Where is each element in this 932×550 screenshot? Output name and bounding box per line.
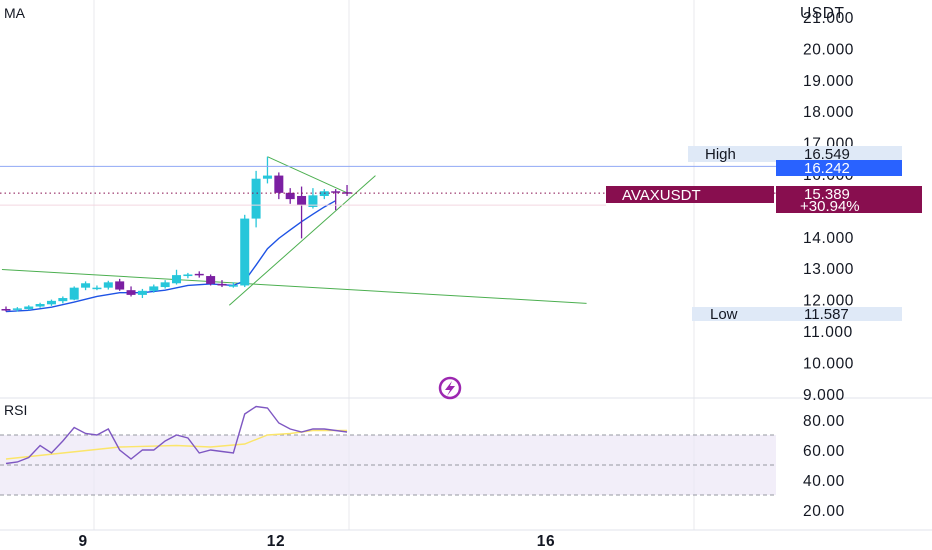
symbol-change: +30.94% xyxy=(800,198,860,215)
trendlines xyxy=(1,156,587,306)
rsi-line xyxy=(5,405,348,465)
trendline xyxy=(267,156,348,194)
candle-body xyxy=(81,283,91,288)
low-value: 11.587 xyxy=(804,306,849,323)
candle-body xyxy=(297,195,307,206)
price-tick-label: 21.000 xyxy=(803,10,854,27)
time-tick-label: 9 xyxy=(79,533,88,550)
candle-body xyxy=(12,308,22,310)
time-tick-label: 12 xyxy=(267,533,285,550)
candle-body xyxy=(228,285,238,287)
current-price-tag: 16.242 xyxy=(776,160,902,177)
price-tick-label: 19.000 xyxy=(803,73,854,90)
candle-body xyxy=(46,300,56,305)
candle-body xyxy=(240,218,250,286)
symbol-tag: AVAXUSDT 15.389 +30.94% xyxy=(606,186,922,215)
price-tick-label: 10.000 xyxy=(803,355,854,372)
rsi-axis: 80.00 60.00 40.00 20.00 xyxy=(803,413,845,520)
high-tag: High 16.549 xyxy=(688,146,902,163)
time-tick-label: 16 xyxy=(537,533,555,550)
candle-body xyxy=(217,283,227,286)
rsi-tick-label: 40.00 xyxy=(803,473,845,490)
low-label: Low xyxy=(710,306,738,323)
current-price-value: 16.242 xyxy=(804,160,850,177)
candle-body xyxy=(1,309,11,311)
ma-polyline xyxy=(5,200,337,313)
trendline xyxy=(1,268,587,304)
price-lines xyxy=(0,165,776,206)
candle-body xyxy=(24,306,34,310)
candle-body xyxy=(92,287,102,290)
price-tick-label: 18.000 xyxy=(803,104,854,121)
time-axis[interactable]: 9 12 16 xyxy=(0,529,932,550)
candle-body xyxy=(35,303,45,307)
candle-body xyxy=(58,298,68,302)
candle-body xyxy=(194,273,204,276)
trendline xyxy=(228,175,376,306)
currency-label: USDT xyxy=(800,5,845,22)
rsi-tick-label: 60.00 xyxy=(803,443,845,460)
candle-body xyxy=(69,287,79,300)
candles xyxy=(1,156,352,312)
price-tick-label: 20.000 xyxy=(803,41,854,58)
candle-body xyxy=(115,281,125,290)
price-tick-label: 14.000 xyxy=(803,230,854,247)
candle-body xyxy=(126,290,136,295)
rsi-label[interactable]: RSI xyxy=(4,402,27,418)
candle-body xyxy=(251,178,261,219)
moving-average-line xyxy=(5,200,337,313)
candle-body xyxy=(331,191,341,193)
symbol-price: 15.389 xyxy=(804,186,850,203)
price-tick-label: 9.000 xyxy=(803,387,845,404)
indicator-label-ma[interactable]: MA xyxy=(4,5,26,21)
rsi-bands xyxy=(0,434,776,496)
price-tick-label: 13.000 xyxy=(803,261,854,278)
rsi-tick-label: 20.00 xyxy=(803,503,845,520)
rsi-tick-label: 80.00 xyxy=(803,413,845,430)
candle-body xyxy=(160,282,170,288)
candle-body xyxy=(103,282,113,288)
candle-body xyxy=(183,274,193,277)
candle-body xyxy=(172,275,182,284)
symbol-label: AVAXUSDT xyxy=(622,187,701,204)
candle-body xyxy=(149,286,159,291)
price-tick-label: 12.000 xyxy=(803,293,854,310)
price-tick-label: 11.000 xyxy=(803,324,853,341)
candle-body xyxy=(308,195,318,207)
candle-body xyxy=(262,175,272,179)
high-value: 16.549 xyxy=(804,146,850,163)
high-label: High xyxy=(705,146,736,163)
candle-body xyxy=(285,192,295,200)
lightning-bolt-icon xyxy=(438,376,462,400)
candle-body xyxy=(137,290,147,295)
low-tag: Low 11.587 xyxy=(692,306,902,323)
candle-body xyxy=(206,276,216,284)
candle-body xyxy=(274,175,284,193)
rsi-lines xyxy=(5,405,348,465)
